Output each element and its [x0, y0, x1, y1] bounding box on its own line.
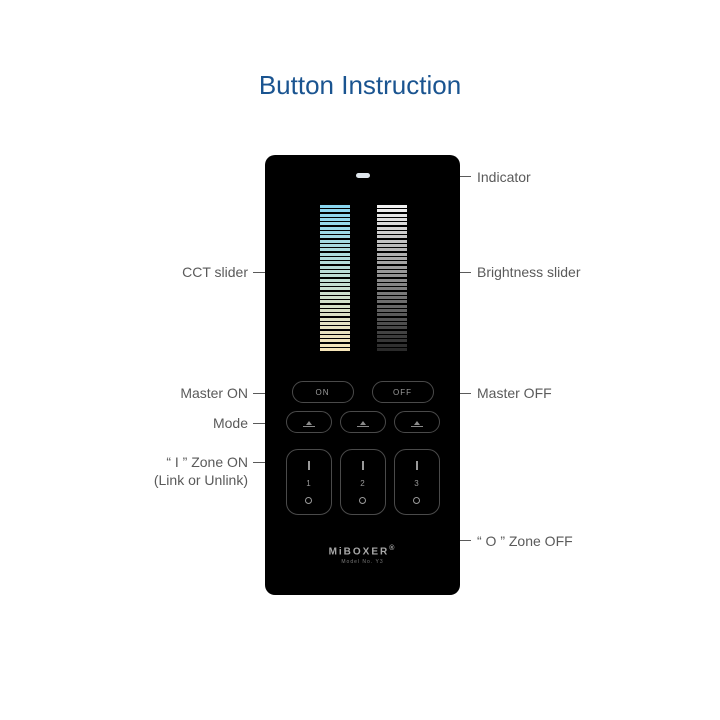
master-off-button[interactable]: OFF: [372, 381, 434, 403]
master-on-button[interactable]: ON: [292, 381, 354, 403]
zone-button-1[interactable]: 1: [286, 449, 332, 515]
label-zone-on-2: (Link or Unlink): [154, 472, 248, 488]
label-master-on: Master ON: [180, 384, 248, 402]
brand-label: MiBOXER® Model No. Y3: [265, 545, 460, 565]
label-mode: Mode: [213, 414, 248, 432]
zone-number: 3: [414, 479, 418, 488]
on-off-row: ON OFF: [265, 381, 460, 403]
zone-i-icon: [362, 461, 364, 470]
zone-row: 1 2 3: [265, 449, 460, 515]
zone-o-icon: [305, 497, 312, 504]
zone-number: 1: [306, 479, 310, 488]
zone-number: 2: [360, 479, 364, 488]
cct-slider[interactable]: [320, 205, 350, 351]
label-zone-on-1: “ I ” Zone ON: [166, 454, 248, 470]
zone-i-icon: [308, 461, 310, 470]
mode-button-1[interactable]: [286, 411, 332, 433]
label-brightness-slider: Brightness slider: [477, 263, 581, 281]
mode-button-2[interactable]: [340, 411, 386, 433]
zone-i-icon: [416, 461, 418, 470]
brightness-slider[interactable]: [377, 205, 407, 351]
label-zone-off: “ O ” Zone OFF: [477, 532, 573, 550]
remote-body: ON OFF 1 2 3 MiBOXER® Model No. Y3: [265, 155, 460, 595]
label-indicator: Indicator: [477, 168, 531, 186]
zone-button-3[interactable]: 3: [394, 449, 440, 515]
mode-icon: [357, 417, 369, 427]
brand-sub: Model No. Y3: [265, 559, 460, 565]
mode-icon: [303, 417, 315, 427]
zone-button-2[interactable]: 2: [340, 449, 386, 515]
label-zone-on: “ I ” Zone ON (Link or Unlink): [154, 453, 248, 489]
mode-button-3[interactable]: [394, 411, 440, 433]
label-master-off: Master OFF: [477, 384, 552, 402]
indicator-light: [356, 173, 370, 178]
zone-o-icon: [359, 497, 366, 504]
mode-icon: [411, 417, 423, 427]
page-title: Button Instruction: [259, 70, 461, 101]
label-cct-slider: CCT slider: [182, 263, 248, 281]
mode-row: [265, 411, 460, 433]
zone-o-icon: [413, 497, 420, 504]
brand-text: MiBOXER: [329, 546, 390, 557]
